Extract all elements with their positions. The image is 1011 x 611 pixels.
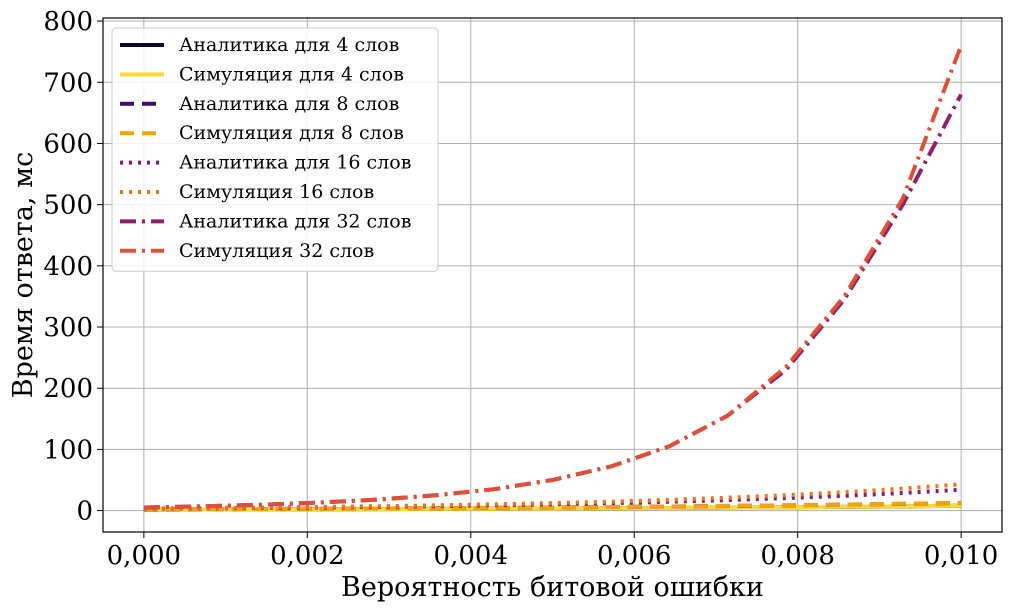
y-tick-label: 500 bbox=[43, 191, 93, 221]
x-tick-label: 0,004 bbox=[434, 541, 508, 571]
x-tick-label: 0,008 bbox=[760, 541, 834, 571]
legend-label: Симуляция 16 слов bbox=[179, 181, 374, 203]
legend-label: Симуляция для 8 слов bbox=[179, 122, 404, 144]
y-tick-label: 200 bbox=[43, 374, 93, 404]
legend-label: Аналитика для 8 слов bbox=[179, 93, 399, 115]
plot-frame bbox=[102, 17, 1003, 533]
y-tick-label: 0 bbox=[76, 497, 93, 527]
y-tick-label: 800 bbox=[43, 7, 93, 37]
x-tick-label: 0,010 bbox=[924, 541, 998, 571]
series-line-6 bbox=[143, 482, 962, 511]
legend-label: Симуляция 32 слов bbox=[179, 240, 374, 262]
legend: Аналитика для 4 слов Симуляция для 4 слов… bbox=[111, 27, 439, 272]
x-tick-label: 0,000 bbox=[107, 541, 181, 571]
y-tick-label: 600 bbox=[43, 129, 93, 159]
legend-label: Симуляция для 4 слов bbox=[179, 63, 404, 85]
series-lines bbox=[143, 44, 963, 512]
legend-label: Аналитика для 16 слов bbox=[179, 152, 411, 174]
legend-label: Аналитика для 32 слов bbox=[179, 210, 411, 232]
x-tick-label: 0,002 bbox=[270, 541, 344, 571]
y-tick-label: 300 bbox=[43, 313, 93, 343]
axis-ticks: 0,000 0,002 0,004 0,006 0,008 0,010 0 100 200 300… bbox=[43, 7, 998, 571]
series-line-8 bbox=[143, 44, 963, 510]
legend-box bbox=[111, 27, 439, 272]
y-tick-label: 100 bbox=[43, 435, 93, 465]
y-axis-label: Время ответа, мс bbox=[8, 152, 39, 398]
y-tick-label: 700 bbox=[43, 68, 93, 98]
x-tick-label: 0,006 bbox=[597, 541, 671, 571]
legend-label: Аналитика для 4 слов bbox=[179, 34, 399, 56]
y-tick-label: 400 bbox=[43, 252, 93, 282]
x-axis-label: Вероятность битовой ошибки bbox=[341, 572, 764, 603]
